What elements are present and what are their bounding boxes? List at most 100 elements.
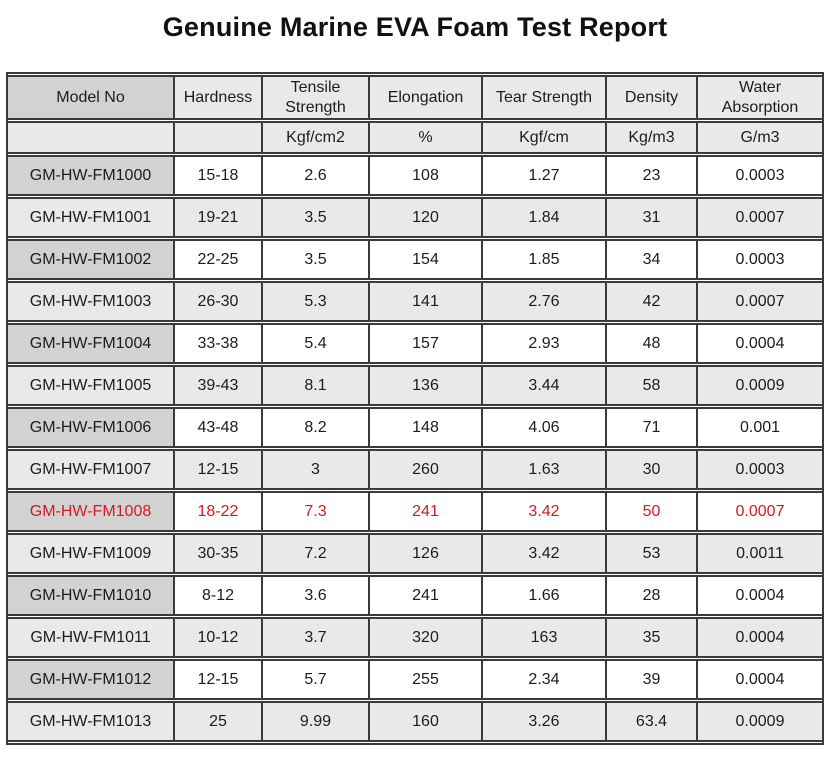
units-row: Kgf/cm2 % Kgf/cm Kg/m3 G/m3	[8, 121, 822, 154]
table-cell: 3.42	[483, 533, 607, 574]
table-cell: 160	[370, 701, 483, 742]
table-cell: 53	[607, 533, 698, 574]
table-row: GM-HW-FM1004 33-38 5.4 157 2.93 48 0.0004	[8, 323, 822, 364]
table-cell: 8-12	[175, 575, 263, 616]
table-row: GM-HW-FM1007 12-15 3 260 1.63 30 0.0003	[8, 449, 822, 490]
table-cell: 30-35	[175, 533, 263, 574]
page-title: Genuine Marine EVA Foam Test Report	[162, 12, 668, 42]
table-cell: 3.6	[263, 575, 370, 616]
table-cell: 8.1	[263, 365, 370, 406]
table-cell: 33-38	[175, 323, 263, 364]
table-row: GM-HW-FM1000 15-18 2.6 108 1.27 23 0.0003	[8, 155, 822, 196]
table-cell: 241	[370, 575, 483, 616]
unit-tear-strength: Kgf/cm	[483, 121, 607, 154]
model-cell: GM-HW-FM1001	[8, 197, 175, 238]
table-cell: 39-43	[175, 365, 263, 406]
table-row: GM-HW-FM1008 18-22 7.3 241 3.42 50 0.0007	[8, 491, 822, 532]
model-cell: GM-HW-FM1009	[8, 533, 175, 574]
model-cell: GM-HW-FM1005	[8, 365, 175, 406]
table-row: GM-HW-FM1011 10-12 3.7 320 163 35 0.0004	[8, 617, 822, 658]
unit-elongation: %	[370, 121, 483, 154]
table-row: GM-HW-FM1001 19-21 3.5 120 1.84 31 0.0007	[8, 197, 822, 238]
table-cell: 148	[370, 407, 483, 448]
table-cell: 136	[370, 365, 483, 406]
model-cell: GM-HW-FM1011	[8, 617, 175, 658]
table-cell: 50	[607, 491, 698, 532]
unit-water-absorption: G/m3	[698, 121, 822, 154]
table-cell: 7.3	[263, 491, 370, 532]
table-cell: 30	[607, 449, 698, 490]
table-cell: 4.06	[483, 407, 607, 448]
table-cell: 141	[370, 281, 483, 322]
table-cell: 154	[370, 239, 483, 280]
table-cell: 48	[607, 323, 698, 364]
table-cell: 18-22	[175, 491, 263, 532]
table-cell: 260	[370, 449, 483, 490]
table-cell: 9.99	[263, 701, 370, 742]
column-header-tear-strength: Tear Strength	[483, 75, 607, 120]
table-cell: 39	[607, 659, 698, 700]
model-cell: GM-HW-FM1003	[8, 281, 175, 322]
model-cell: GM-HW-FM1010	[8, 575, 175, 616]
table-cell: 10-12	[175, 617, 263, 658]
model-cell: GM-HW-FM1013	[8, 701, 175, 742]
table-cell: 1.85	[483, 239, 607, 280]
table-cell: 3.7	[263, 617, 370, 658]
table-cell: 19-21	[175, 197, 263, 238]
table-cell: 28	[607, 575, 698, 616]
table-cell: 1.63	[483, 449, 607, 490]
table-cell: 23	[607, 155, 698, 196]
table-body: GM-HW-FM1000 15-18 2.6 108 1.27 23 0.0003 GM-HW…	[8, 155, 822, 742]
column-header-model-no: Model No	[8, 75, 175, 120]
table-cell: 0.0004	[698, 617, 822, 658]
table-cell: 42	[607, 281, 698, 322]
header-row: Model No Hardness Tensile Strength Elong…	[8, 75, 822, 120]
table-cell: 0.0003	[698, 239, 822, 280]
table-cell: 241	[370, 491, 483, 532]
table-cell: 0.0003	[698, 449, 822, 490]
table-row: GM-HW-FM1010 8-12 3.6 241 1.66 28 0.0004	[8, 575, 822, 616]
table-cell: 320	[370, 617, 483, 658]
table-cell: 1.27	[483, 155, 607, 196]
unit-tensile-strength: Kgf/cm2	[263, 121, 370, 154]
table-cell: 58	[607, 365, 698, 406]
table-cell: 0.0009	[698, 701, 822, 742]
table-header: Model No Hardness Tensile Strength Elong…	[8, 75, 822, 154]
table-cell: 0.0004	[698, 575, 822, 616]
table-cell: 63.4	[607, 701, 698, 742]
table-cell: 2.93	[483, 323, 607, 364]
column-header-elongation: Elongation	[370, 75, 483, 120]
model-cell: GM-HW-FM1004	[8, 323, 175, 364]
table-cell: 120	[370, 197, 483, 238]
unit-model-no	[8, 121, 175, 154]
table-cell: 8.2	[263, 407, 370, 448]
table-cell: 2.34	[483, 659, 607, 700]
table-cell: 3.26	[483, 701, 607, 742]
model-cell: GM-HW-FM1007	[8, 449, 175, 490]
test-report-table: Model No Hardness Tensile Strength Elong…	[6, 72, 824, 745]
table-cell: 2.76	[483, 281, 607, 322]
table-cell: 0.0011	[698, 533, 822, 574]
table-cell: 12-15	[175, 659, 263, 700]
table-cell: 5.7	[263, 659, 370, 700]
table-cell: 0.0004	[698, 323, 822, 364]
table-cell: 0.0004	[698, 659, 822, 700]
table-cell: 1.66	[483, 575, 607, 616]
table-cell: 5.3	[263, 281, 370, 322]
table-cell: 7.2	[263, 533, 370, 574]
table-cell: 3.5	[263, 239, 370, 280]
table-row: GM-HW-FM1003 26-30 5.3 141 2.76 42 0.0007	[8, 281, 822, 322]
table-cell: 108	[370, 155, 483, 196]
table-cell: 0.0007	[698, 197, 822, 238]
table-row: GM-HW-FM1005 39-43 8.1 136 3.44 58 0.0009	[8, 365, 822, 406]
table-cell: 157	[370, 323, 483, 364]
table-row: GM-HW-FM1006 43-48 8.2 148 4.06 71 0.001	[8, 407, 822, 448]
table-row: GM-HW-FM1012 12-15 5.7 255 2.34 39 0.0004	[8, 659, 822, 700]
table-cell: 3.42	[483, 491, 607, 532]
table-cell: 3.44	[483, 365, 607, 406]
table-cell: 22-25	[175, 239, 263, 280]
table-cell: 3.5	[263, 197, 370, 238]
table-cell: 0.0007	[698, 491, 822, 532]
model-cell: GM-HW-FM1008	[8, 491, 175, 532]
table-cell: 5.4	[263, 323, 370, 364]
